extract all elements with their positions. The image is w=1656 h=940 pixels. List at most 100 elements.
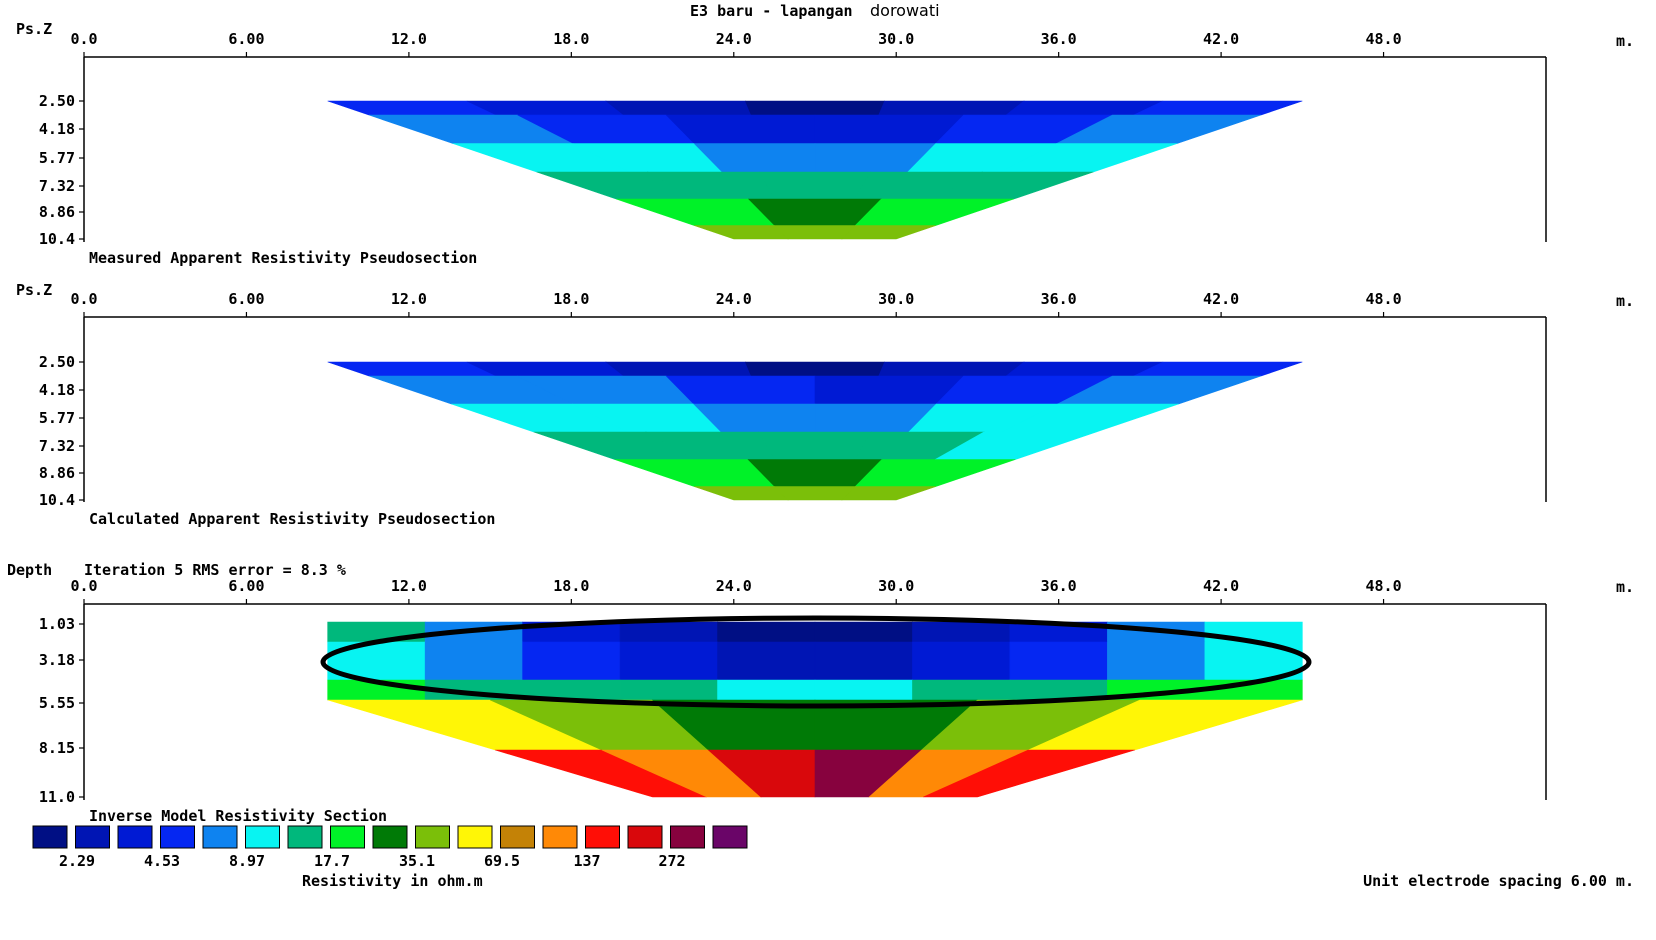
model-block xyxy=(814,641,913,681)
model-block xyxy=(619,641,718,681)
pseudosection-cell xyxy=(744,100,886,116)
legend-label: 2.29 xyxy=(59,852,95,870)
x-tick-label: 12.0 xyxy=(391,577,427,595)
legend-swatch xyxy=(712,825,748,849)
x-tick-label: 36.0 xyxy=(1041,30,1077,48)
inverse-ylabel: Depth xyxy=(7,561,52,579)
legend-label: 272 xyxy=(658,852,685,870)
model-block xyxy=(717,621,816,643)
legend-label: 137 xyxy=(573,852,600,870)
model-block xyxy=(1009,641,1108,681)
x-tick-label: 6.00 xyxy=(228,577,264,595)
x-tick-label: 36.0 xyxy=(1041,290,1077,308)
pseudosection-cell xyxy=(693,486,789,501)
x-tick-label: 30.0 xyxy=(878,30,914,48)
x-tick-label: 6.00 xyxy=(228,290,264,308)
figure-title-suffix: dorowati xyxy=(870,1,940,20)
y-tick-label: 10.4 xyxy=(39,230,75,248)
x-tick-label: 6.00 xyxy=(228,30,264,48)
model-block xyxy=(1107,641,1206,681)
y-tick-label: 2.50 xyxy=(39,92,75,110)
legend-label: 69.5 xyxy=(484,852,520,870)
pseudosection-cell xyxy=(605,361,752,377)
x-tick-label: 42.0 xyxy=(1203,30,1239,48)
inverse-subtitle: Iteration 5 RMS error = 8.3 % xyxy=(84,561,346,579)
legend-swatch xyxy=(585,825,620,849)
x-tick-label: 18.0 xyxy=(553,290,589,308)
pseudosection-cell xyxy=(614,459,776,487)
pseudosection-cell xyxy=(878,361,1025,377)
pseudosection-cell xyxy=(615,198,776,226)
model-block xyxy=(814,679,913,701)
pseudosection-cell xyxy=(758,171,872,200)
x-tick-label: 30.0 xyxy=(878,577,914,595)
y-tick-label: 3.18 xyxy=(39,651,75,669)
y-tick-label: 10.4 xyxy=(39,491,75,509)
x-tick-label: 0.0 xyxy=(70,30,97,48)
pseudosection-cell xyxy=(693,225,789,240)
legend-label: 17.7 xyxy=(314,852,350,870)
measured-panel: Ps.Z m. Measured Apparent Resistivity Ps… xyxy=(16,20,1634,267)
x-tick-label: 12.0 xyxy=(391,30,427,48)
legend-caption: Resistivity in ohm.m xyxy=(302,872,483,890)
model-block xyxy=(619,679,718,701)
pseudosection-cell xyxy=(773,225,857,240)
inverse-caption: Inverse Model Resistivity Section xyxy=(89,807,387,825)
x-tick-label: 24.0 xyxy=(716,577,752,595)
x-tick-label: 48.0 xyxy=(1365,290,1401,308)
x-tick-label: 36.0 xyxy=(1041,577,1077,595)
y-tick-label: 4.18 xyxy=(39,120,75,138)
legend-swatch xyxy=(75,825,110,849)
model-block xyxy=(912,641,1011,681)
pseudosection-cell xyxy=(1133,100,1303,116)
pseudosection-cell xyxy=(605,100,752,116)
x-tick-label: 42.0 xyxy=(1203,577,1239,595)
y-tick-label: 4.18 xyxy=(39,381,75,399)
model-block xyxy=(912,679,1011,701)
pseudosection-cell xyxy=(841,486,937,501)
x-tick-label: 48.0 xyxy=(1365,577,1401,595)
model-block xyxy=(717,679,816,701)
pseudosection-cell xyxy=(1133,361,1303,377)
calculated-ylabel: Ps.Z xyxy=(16,281,52,299)
legend-swatch xyxy=(32,825,68,849)
legend-swatch xyxy=(287,825,323,849)
x-tick-label: 12.0 xyxy=(391,290,427,308)
x-tick-label: 18.0 xyxy=(553,30,589,48)
color-legend: 2.29 4.53 8.97 17.7 35.1 69.5 137 272 xyxy=(32,825,748,870)
calculated-panel: Ps.Z m. Calculated Apparent Resistivity … xyxy=(16,281,1634,528)
legend-swatch xyxy=(117,825,153,849)
calculated-unit: m. xyxy=(1616,292,1634,310)
model-block xyxy=(923,749,1135,798)
model-block xyxy=(522,641,621,681)
legend-label: 4.53 xyxy=(144,852,180,870)
pseudosection-cell xyxy=(854,459,1016,487)
pseudosection-cell xyxy=(758,431,872,460)
model-block xyxy=(912,621,1011,643)
measured-caption: Measured Apparent Resistivity Pseudosect… xyxy=(89,249,477,267)
pseudosection-cell xyxy=(773,486,857,501)
legend-swatch xyxy=(160,825,195,849)
electrode-spacing-note: Unit electrode spacing 6.00 m. xyxy=(1363,872,1634,890)
legend-label: 8.97 xyxy=(229,852,265,870)
model-block xyxy=(717,641,816,681)
legend-label: 35.1 xyxy=(399,852,435,870)
model-block xyxy=(814,621,913,643)
legend-swatch xyxy=(415,825,450,849)
y-tick-label: 8.15 xyxy=(39,739,75,757)
pseudosection-cell xyxy=(744,361,886,377)
y-tick-label: 1.03 xyxy=(39,615,75,633)
pseudosection-cell xyxy=(854,198,1015,226)
measured-ylabel: Ps.Z xyxy=(16,20,52,38)
legend-swatch xyxy=(500,825,535,849)
x-tick-label: 30.0 xyxy=(878,290,914,308)
x-tick-label: 24.0 xyxy=(716,290,752,308)
y-tick-label: 7.32 xyxy=(39,437,75,455)
legend-swatch xyxy=(372,825,408,849)
x-tick-label: 0.0 xyxy=(70,577,97,595)
legend-swatch xyxy=(202,825,238,849)
model-block xyxy=(619,621,718,643)
highlight-ellipse xyxy=(320,615,1312,709)
x-tick-label: 48.0 xyxy=(1365,30,1401,48)
